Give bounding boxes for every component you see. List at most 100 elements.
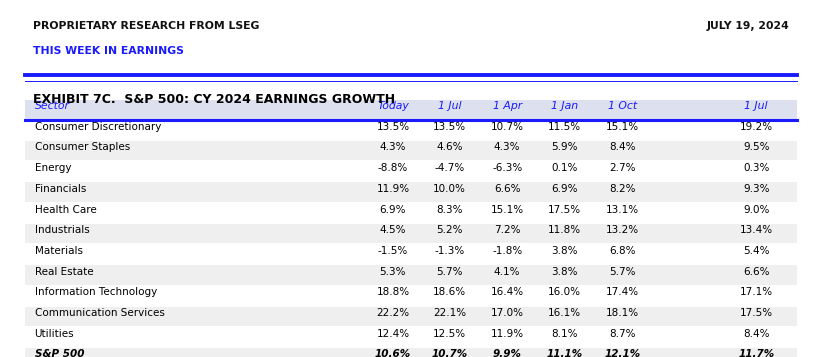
Bar bbox=[25, 265, 797, 285]
Text: 6.6%: 6.6% bbox=[494, 184, 520, 194]
Text: Materials: Materials bbox=[35, 246, 82, 256]
Bar bbox=[25, 307, 797, 326]
Text: 10.0%: 10.0% bbox=[433, 184, 466, 194]
Text: 16.0%: 16.0% bbox=[548, 287, 581, 297]
Bar bbox=[25, 182, 797, 202]
Text: 4.1%: 4.1% bbox=[494, 267, 520, 277]
Text: 13.5%: 13.5% bbox=[433, 122, 466, 132]
Bar bbox=[25, 348, 797, 357]
Text: 17.4%: 17.4% bbox=[606, 287, 639, 297]
Text: 13.1%: 13.1% bbox=[606, 205, 639, 215]
Text: 5.7%: 5.7% bbox=[436, 267, 463, 277]
Text: 17.0%: 17.0% bbox=[491, 308, 524, 318]
Text: 10.6%: 10.6% bbox=[375, 350, 411, 357]
Text: 11.1%: 11.1% bbox=[547, 350, 583, 357]
Text: -1.3%: -1.3% bbox=[435, 246, 464, 256]
Text: 11.7%: 11.7% bbox=[738, 350, 774, 357]
Text: -1.8%: -1.8% bbox=[492, 246, 522, 256]
Text: 6.9%: 6.9% bbox=[380, 205, 406, 215]
Text: 13.5%: 13.5% bbox=[376, 122, 409, 132]
Bar bbox=[25, 120, 797, 140]
Text: 10.7%: 10.7% bbox=[491, 122, 524, 132]
Text: 18.1%: 18.1% bbox=[606, 308, 639, 318]
Text: Consumer Staples: Consumer Staples bbox=[35, 142, 130, 152]
Text: 13.4%: 13.4% bbox=[740, 225, 773, 235]
Text: 1 Jan: 1 Jan bbox=[552, 101, 578, 111]
Text: 3.8%: 3.8% bbox=[552, 246, 578, 256]
Text: PROPRIETARY RESEARCH FROM LSEG: PROPRIETARY RESEARCH FROM LSEG bbox=[33, 21, 259, 31]
Text: 0.3%: 0.3% bbox=[743, 163, 769, 173]
Text: -8.8%: -8.8% bbox=[378, 163, 408, 173]
Text: 6.9%: 6.9% bbox=[552, 184, 578, 194]
Text: 2.7%: 2.7% bbox=[609, 163, 635, 173]
Text: 8.2%: 8.2% bbox=[609, 184, 635, 194]
Text: 11.9%: 11.9% bbox=[376, 184, 409, 194]
Text: 13.2%: 13.2% bbox=[606, 225, 639, 235]
Text: -6.3%: -6.3% bbox=[492, 163, 522, 173]
Text: 11.8%: 11.8% bbox=[548, 225, 581, 235]
Text: 18.6%: 18.6% bbox=[433, 287, 466, 297]
Text: 4.3%: 4.3% bbox=[380, 142, 406, 152]
Text: 11.9%: 11.9% bbox=[491, 329, 524, 339]
Text: THIS WEEK IN EARNINGS: THIS WEEK IN EARNINGS bbox=[33, 46, 184, 56]
Text: Consumer Discretionary: Consumer Discretionary bbox=[35, 122, 161, 132]
Text: 8.7%: 8.7% bbox=[609, 329, 635, 339]
Text: 18.8%: 18.8% bbox=[376, 287, 409, 297]
Text: -4.7%: -4.7% bbox=[435, 163, 464, 173]
Text: 9.9%: 9.9% bbox=[492, 350, 522, 357]
Text: 12.4%: 12.4% bbox=[376, 329, 409, 339]
Bar bbox=[25, 203, 797, 222]
Text: 8.4%: 8.4% bbox=[743, 329, 769, 339]
Bar bbox=[25, 100, 797, 119]
Text: 6.6%: 6.6% bbox=[743, 267, 769, 277]
Text: 12.1%: 12.1% bbox=[604, 350, 640, 357]
Text: 6.8%: 6.8% bbox=[609, 246, 635, 256]
Text: 17.5%: 17.5% bbox=[548, 205, 581, 215]
Text: 10.7%: 10.7% bbox=[432, 350, 468, 357]
Text: 22.1%: 22.1% bbox=[433, 308, 466, 318]
Text: 4.5%: 4.5% bbox=[380, 225, 406, 235]
Text: 7.2%: 7.2% bbox=[494, 225, 520, 235]
Bar bbox=[25, 245, 797, 264]
Text: Today: Today bbox=[377, 101, 409, 111]
Text: 9.0%: 9.0% bbox=[743, 205, 769, 215]
Text: Sector: Sector bbox=[35, 101, 70, 111]
Text: 9.5%: 9.5% bbox=[743, 142, 769, 152]
Text: 0.1%: 0.1% bbox=[552, 163, 578, 173]
Text: 5.9%: 5.9% bbox=[552, 142, 578, 152]
Bar bbox=[25, 286, 797, 305]
Text: 15.1%: 15.1% bbox=[491, 205, 524, 215]
Text: 5.2%: 5.2% bbox=[436, 225, 463, 235]
Text: 17.5%: 17.5% bbox=[740, 308, 773, 318]
Text: 4.6%: 4.6% bbox=[436, 142, 463, 152]
Text: 1 Oct: 1 Oct bbox=[607, 101, 637, 111]
Text: 1 Jul: 1 Jul bbox=[745, 101, 768, 111]
Text: JULY 19, 2024: JULY 19, 2024 bbox=[706, 21, 789, 31]
Text: -1.5%: -1.5% bbox=[378, 246, 408, 256]
Text: 15.1%: 15.1% bbox=[606, 122, 639, 132]
Bar bbox=[25, 141, 797, 160]
Text: 1 Apr: 1 Apr bbox=[492, 101, 522, 111]
Text: 8.3%: 8.3% bbox=[436, 205, 463, 215]
Text: EXHIBIT 7C.  S&P 500: CY 2024 EARNINGS GROWTH: EXHIBIT 7C. S&P 500: CY 2024 EARNINGS GR… bbox=[33, 93, 395, 106]
Text: Utilities: Utilities bbox=[35, 329, 74, 339]
Text: Information Technology: Information Technology bbox=[35, 287, 157, 297]
Text: 9.3%: 9.3% bbox=[743, 184, 769, 194]
Text: 19.2%: 19.2% bbox=[740, 122, 773, 132]
Text: 17.1%: 17.1% bbox=[740, 287, 773, 297]
Text: 8.4%: 8.4% bbox=[609, 142, 635, 152]
Bar bbox=[25, 224, 797, 243]
Text: Financials: Financials bbox=[35, 184, 85, 194]
Text: 5.4%: 5.4% bbox=[743, 246, 769, 256]
Bar bbox=[25, 162, 797, 181]
Text: 11.5%: 11.5% bbox=[548, 122, 581, 132]
Text: Health Care: Health Care bbox=[35, 205, 96, 215]
Text: 22.2%: 22.2% bbox=[376, 308, 409, 318]
Text: Energy: Energy bbox=[35, 163, 71, 173]
Text: 12.5%: 12.5% bbox=[433, 329, 466, 339]
Text: Communication Services: Communication Services bbox=[35, 308, 164, 318]
Text: 1 Jul: 1 Jul bbox=[438, 101, 461, 111]
Text: Real Estate: Real Estate bbox=[35, 267, 93, 277]
Text: 4.3%: 4.3% bbox=[494, 142, 520, 152]
Text: 5.7%: 5.7% bbox=[609, 267, 635, 277]
